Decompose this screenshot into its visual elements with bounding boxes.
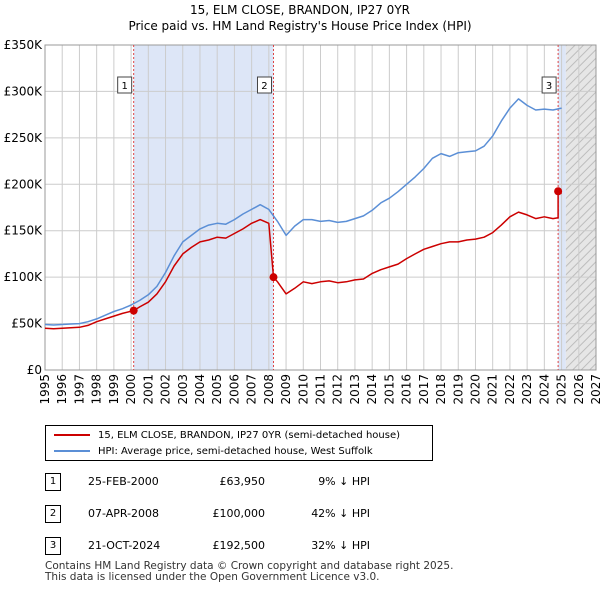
x-tick-label: 2018 bbox=[434, 374, 448, 405]
sale-price: £100,000 bbox=[212, 507, 266, 520]
x-tick-label: 2000 bbox=[124, 374, 138, 405]
x-tick-label: 2025 bbox=[555, 374, 569, 405]
x-tick-label: 2013 bbox=[348, 374, 362, 405]
x-tick-label: 2020 bbox=[468, 374, 482, 405]
x-tick-label: 2027 bbox=[589, 374, 600, 405]
x-tick-label: 2016 bbox=[400, 374, 414, 405]
sale-hpi-diff: 42% ↓ HPI bbox=[311, 507, 370, 520]
x-tick-label: 2005 bbox=[210, 374, 224, 405]
x-tick-label: 1997 bbox=[72, 374, 86, 405]
y-tick-label: £100K bbox=[4, 270, 44, 284]
sale-label-box-1 bbox=[117, 76, 133, 94]
chart-subtitle: Price paid vs. HM Land Registry's House … bbox=[128, 19, 471, 33]
x-tick-label: 2017 bbox=[417, 374, 431, 405]
series-line-hpi bbox=[44, 98, 562, 326]
legend-swatch-hpi bbox=[54, 450, 90, 452]
sale-date: 07-APR-2008 bbox=[88, 507, 160, 520]
plot-area: £0 £50K £100K £150K £200K £250K £300K £350K 1995… bbox=[4, 38, 600, 405]
x-tick-label: 1995 bbox=[38, 374, 52, 405]
x-tick-label: 2002 bbox=[159, 374, 173, 405]
sale-date: 25-FEB-2000 bbox=[88, 475, 159, 488]
future-hatch-region bbox=[565, 45, 596, 370]
price-chart: 15, ELM CLOSE, BRANDON, IP27 0YR Price p… bbox=[4, 3, 600, 405]
legend: 15, ELM CLOSE, BRANDON, IP27 0YR (semi-d… bbox=[45, 425, 433, 461]
x-tick-label: 2019 bbox=[451, 374, 465, 405]
sale-number: 1 bbox=[45, 473, 61, 491]
legend-swatch-property bbox=[54, 434, 90, 436]
shaded-region-1 bbox=[133, 45, 274, 370]
y-tick-label: £350K bbox=[4, 38, 44, 52]
y-tick-label: £0 bbox=[27, 363, 42, 377]
y-tick-label: £200K bbox=[4, 177, 44, 191]
x-tick-label: 2015 bbox=[382, 374, 396, 405]
y-tick-label: £150K bbox=[4, 224, 44, 238]
sale-date: 21-OCT-2024 bbox=[88, 539, 161, 552]
sale-label-text-2: 2 bbox=[261, 81, 267, 92]
sale-row-3: 3 21-OCT-2024 £192,500 32% ↓ HPI bbox=[45, 537, 465, 555]
sale-label-text-1: 1 bbox=[121, 81, 127, 92]
sale-price: £192,500 bbox=[212, 539, 266, 552]
sale-point-1 bbox=[129, 306, 138, 315]
sale-hpi-diff: 32% ↓ HPI bbox=[311, 539, 370, 552]
footer-licence: This data is licensed under the Open Gov… bbox=[45, 571, 380, 583]
chart-title: 15, ELM CLOSE, BRANDON, IP27 0YR bbox=[190, 3, 410, 17]
x-tick-label: 2014 bbox=[365, 374, 379, 405]
sale-label-text-3: 3 bbox=[546, 81, 552, 92]
sale-row-2: 2 07-APR-2008 £100,000 42% ↓ HPI bbox=[45, 505, 465, 523]
x-tick-label: 1996 bbox=[55, 374, 69, 405]
x-tick-label: 2011 bbox=[314, 374, 328, 405]
x-tick-label: 2001 bbox=[141, 374, 155, 405]
plot-frame bbox=[44, 44, 597, 371]
sale-row-1: 1 25-FEB-2000 £63,950 9% ↓ HPI bbox=[45, 473, 465, 491]
x-tick-label: 2009 bbox=[279, 374, 293, 405]
sale-point-2 bbox=[269, 273, 278, 282]
x-tick-label: 2010 bbox=[296, 374, 310, 405]
legend-label-hpi: HPI: Average price, semi-detached house,… bbox=[98, 446, 373, 457]
sale-number: 3 bbox=[45, 537, 61, 555]
sale-hpi-diff: 9% ↓ HPI bbox=[318, 475, 370, 488]
sale-label-box-3 bbox=[541, 76, 557, 94]
y-tick-label: £250K bbox=[4, 131, 44, 145]
x-tick-label: 2021 bbox=[486, 374, 500, 405]
x-tick-label: 1998 bbox=[90, 374, 104, 405]
x-tick-label: 2004 bbox=[193, 374, 207, 405]
y-tick-label: £50K bbox=[11, 317, 43, 331]
sale-number: 2 bbox=[45, 505, 61, 523]
legend-label-property: 15, ELM CLOSE, BRANDON, IP27 0YR (semi-d… bbox=[98, 430, 400, 441]
x-tick-label: 2022 bbox=[503, 374, 517, 405]
sale-point-3 bbox=[554, 187, 563, 196]
y-tick-label: £300K bbox=[4, 84, 44, 98]
x-tick-label: 2006 bbox=[227, 374, 241, 405]
x-tick-label: 2024 bbox=[537, 374, 551, 405]
x-tick-label: 1999 bbox=[107, 374, 121, 405]
x-tick-label: 2008 bbox=[262, 374, 276, 405]
x-tick-label: 2003 bbox=[176, 374, 190, 405]
legend-item-hpi: HPI: Average price, semi-detached house,… bbox=[54, 444, 373, 460]
legend-item-property: 15, ELM CLOSE, BRANDON, IP27 0YR (semi-d… bbox=[54, 428, 400, 444]
footer-copyright: Contains HM Land Registry data © Crown c… bbox=[45, 560, 454, 572]
sale-price: £63,950 bbox=[219, 475, 266, 488]
x-tick-label: 2012 bbox=[331, 374, 345, 405]
x-tick-label: 2007 bbox=[245, 374, 259, 405]
x-tick-label: 2026 bbox=[572, 374, 586, 405]
sale-label-box-2 bbox=[256, 76, 272, 94]
x-tick-label: 2023 bbox=[520, 374, 534, 405]
footer: Contains HM Land Registry data © Crown c… bbox=[45, 561, 453, 583]
